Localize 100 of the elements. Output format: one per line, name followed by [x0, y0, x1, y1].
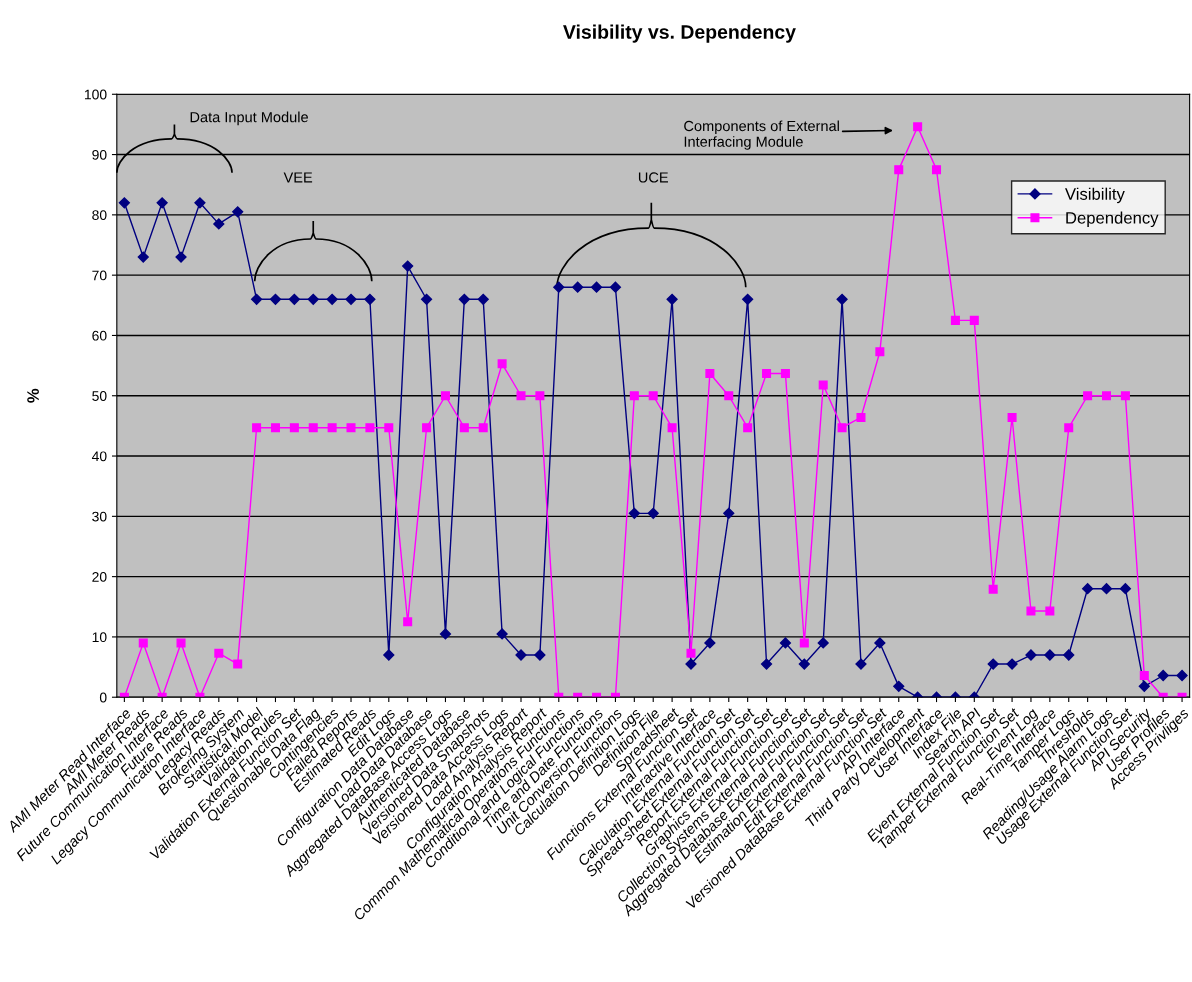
y-tick-label: 30: [92, 511, 107, 522]
point: [252, 423, 262, 433]
point: [232, 206, 244, 218]
y-tick-label: 20: [92, 571, 107, 582]
y-tick-label: 100: [84, 89, 107, 100]
point: [648, 391, 658, 401]
point: [402, 260, 414, 272]
point: [647, 507, 659, 519]
point: [288, 293, 300, 305]
point: [1044, 649, 1056, 661]
point: [269, 293, 282, 305]
point: [458, 293, 470, 305]
point: [346, 423, 356, 433]
point: [307, 293, 319, 305]
point: [384, 423, 394, 433]
annotation: VEE: [283, 172, 313, 183]
point: [724, 391, 734, 401]
point: [590, 281, 603, 293]
point: [705, 368, 715, 378]
point: [817, 637, 829, 649]
legend-label: Dependency: [1066, 211, 1159, 228]
point: [553, 281, 565, 293]
point: [987, 658, 999, 670]
y-tick-label: 50: [92, 391, 107, 401]
point: [913, 122, 923, 132]
point: [138, 638, 148, 648]
point: [420, 293, 433, 305]
y-axis-title: %: [27, 388, 39, 403]
point: [478, 423, 488, 433]
point: [893, 680, 905, 692]
point: [667, 423, 677, 433]
point: [365, 423, 375, 433]
point: [383, 649, 395, 661]
y-tick-label: 70: [92, 270, 107, 281]
point: [988, 584, 998, 594]
point: [176, 638, 186, 648]
point: [837, 423, 847, 433]
y-tick-label: 0: [99, 692, 107, 703]
point: [743, 423, 753, 433]
point: [780, 368, 790, 378]
point: [1082, 583, 1094, 595]
point: [799, 638, 809, 648]
point: [1026, 606, 1036, 616]
point: [534, 649, 546, 661]
point: [270, 423, 280, 433]
y-tick-label: 80: [92, 210, 107, 221]
point: [440, 391, 450, 401]
point: [1157, 669, 1169, 682]
point: [894, 165, 904, 175]
annotation: UCE: [638, 172, 668, 183]
point: [572, 281, 584, 293]
point: [137, 251, 149, 263]
point: [289, 423, 299, 433]
point: [1007, 412, 1017, 422]
point: [874, 637, 886, 649]
point: [818, 380, 828, 390]
point: [233, 659, 243, 669]
point: [516, 391, 526, 401]
point: [1119, 583, 1132, 595]
point: [1138, 680, 1150, 692]
point: [950, 315, 960, 325]
point: [742, 293, 754, 305]
point: [875, 347, 885, 357]
point: [1139, 670, 1149, 681]
legend-label: Visibility: [1065, 187, 1125, 204]
y-tick-label: 40: [91, 451, 107, 462]
point: [535, 391, 545, 401]
point: [760, 658, 773, 670]
point: [932, 165, 942, 175]
point: [403, 617, 413, 627]
point: [497, 359, 507, 369]
point: [762, 368, 772, 378]
point: [779, 637, 792, 649]
point: [213, 218, 225, 230]
point: [1006, 658, 1018, 670]
point: [856, 412, 866, 422]
point: [364, 293, 376, 305]
point: [156, 197, 168, 209]
y-tick-label: 90: [92, 149, 107, 160]
point: [969, 315, 979, 325]
y-tick-label: 10: [92, 632, 107, 643]
point: [439, 628, 452, 640]
point: [836, 293, 848, 305]
point: [326, 293, 338, 305]
point: [686, 648, 696, 658]
point: [1100, 583, 1113, 595]
point: [345, 293, 357, 305]
point: [798, 658, 810, 670]
point: [422, 423, 432, 433]
point: [118, 197, 130, 209]
point: [666, 293, 678, 305]
point: [1064, 423, 1074, 433]
point: [1176, 669, 1188, 682]
y-tick-label: 60: [92, 330, 107, 341]
point: [214, 648, 224, 658]
point: [629, 391, 639, 401]
point: [308, 423, 318, 433]
point: [704, 637, 716, 649]
point: [1063, 649, 1075, 661]
point: [496, 628, 508, 640]
